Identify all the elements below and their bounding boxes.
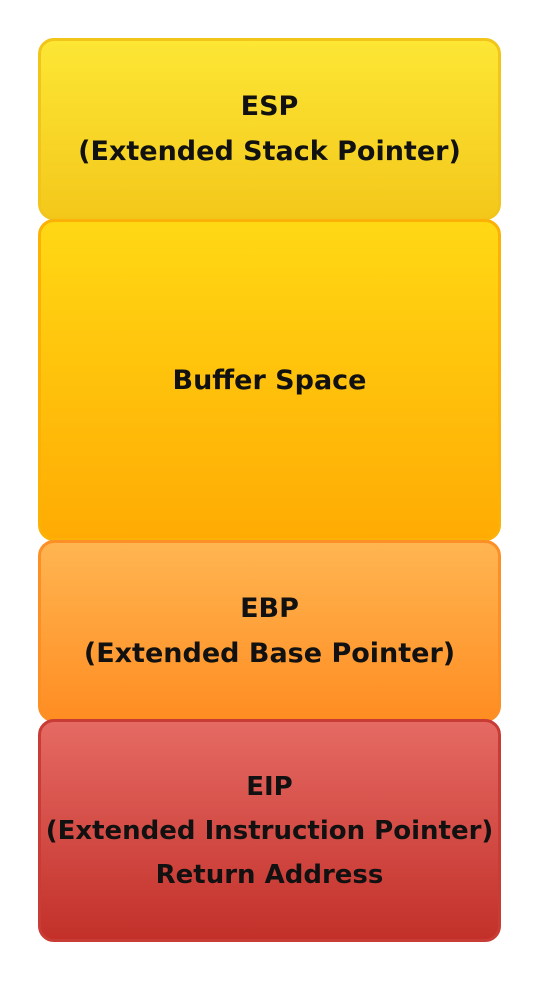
ebp-block: EBP (Extended Base Pointer) [38,540,501,722]
buffer-space-block: Buffer Space [38,219,501,541]
esp-description: (Extended Stack Pointer) [78,136,461,167]
eip-description: (Extended Instruction Pointer) [45,815,494,846]
buffer-space-title: Buffer Space [172,364,367,396]
eip-return-address: Return Address [155,859,384,890]
esp-title: ESP [240,91,299,122]
esp-block: ESP (Extended Stack Pointer) [38,38,501,220]
ebp-description: (Extended Base Pointer) [83,638,456,669]
eip-block: EIP (Extended Instruction Pointer) Retur… [38,719,501,942]
eip-title: EIP [246,771,293,802]
ebp-title: EBP [240,593,299,624]
